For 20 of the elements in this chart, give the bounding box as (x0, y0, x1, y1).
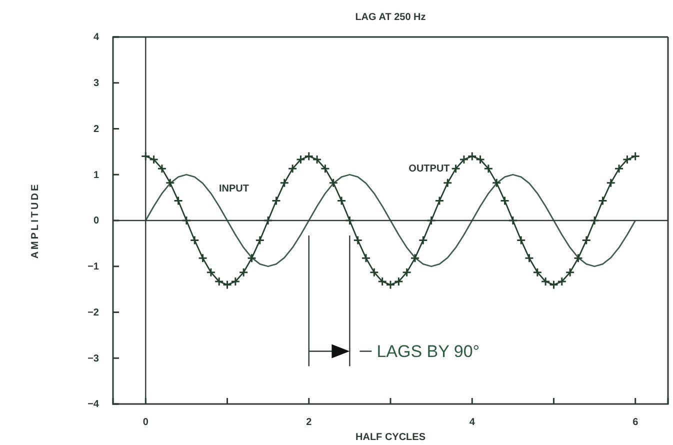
chart-title: LAG AT 250 Hz (355, 12, 426, 23)
x-axis-title: HALF CYCLES (356, 432, 426, 443)
y-tick-label: 3 (93, 78, 100, 90)
y-tick-label: −1 (88, 262, 100, 273)
y-tick-label: 4 (93, 32, 100, 44)
y-tick-label: −3 (88, 353, 100, 364)
y-tick-label: 0 (93, 216, 100, 227)
x-tick-label: 2 (306, 417, 312, 428)
annotation: LAGS BY 90° (376, 342, 480, 362)
x-tick-label: 0 (142, 417, 149, 428)
y-tick-label: 2 (93, 124, 100, 135)
series-label: INPUT (218, 183, 249, 194)
x-tick-label: 4 (469, 417, 476, 428)
x-tick-label: 6 (632, 417, 639, 428)
y-tick-label: −4 (88, 399, 100, 410)
y-tick-label: 1 (93, 170, 100, 181)
line-series (144, 174, 636, 268)
series-label: OUTPUT (408, 164, 450, 175)
y-tick-label: −2 (88, 307, 100, 318)
y-axis-title: AMPLITUDE (30, 182, 41, 259)
